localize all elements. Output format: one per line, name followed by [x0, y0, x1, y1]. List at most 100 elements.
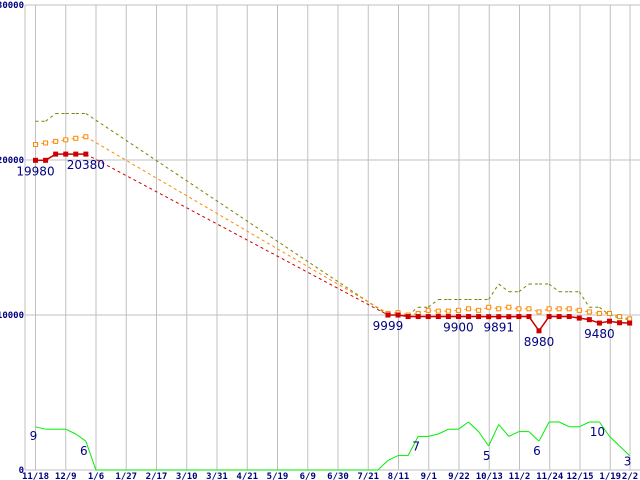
volume-segment — [85, 441, 97, 471]
series-olive-segment — [518, 283, 530, 293]
series-olive-segment — [488, 283, 500, 300]
series-red-point — [536, 328, 542, 334]
series-olive-segment — [45, 113, 56, 122]
series-red-point — [73, 151, 79, 157]
series-orange-point — [486, 304, 492, 310]
x-tick-label: 6/30 — [327, 472, 349, 480]
series-orange-point — [596, 310, 602, 316]
series-orange-point — [83, 134, 89, 140]
x-tick-label: 2/2 — [622, 472, 638, 480]
series-red-point — [546, 314, 552, 320]
volume-segment — [65, 428, 76, 435]
series-orange-point — [435, 308, 441, 314]
series-olive-segment — [548, 283, 560, 293]
volume-segment — [579, 421, 590, 428]
series-red-point — [63, 151, 69, 157]
series-red-point — [43, 157, 49, 163]
x-tick-label: 3/10 — [176, 472, 198, 480]
series-red-point — [466, 314, 472, 320]
x-tick-label: 2/17 — [146, 472, 168, 480]
x-tick-label: 3/31 — [206, 472, 228, 480]
series-orange-point — [496, 306, 502, 312]
series-orange-point — [576, 307, 582, 313]
volume-segment — [508, 431, 520, 437]
series-red-point — [425, 314, 431, 320]
volume-segment — [498, 424, 510, 437]
volume-segment — [35, 426, 46, 430]
data-label: 9900 — [443, 321, 474, 335]
y-tick-label: 0 — [19, 466, 24, 476]
series-olive-segment — [427, 299, 439, 308]
x-tick-label: 10/13 — [476, 472, 503, 480]
series-red-segment — [85, 153, 389, 316]
series-orange-point — [33, 142, 38, 147]
series-orange-point — [476, 307, 482, 313]
data-label: 9999 — [373, 319, 404, 333]
volume-segment — [528, 431, 540, 442]
series-red-point — [455, 314, 461, 320]
series-red-point — [596, 320, 602, 326]
x-tick-label: 8/11 — [388, 472, 410, 480]
series-red-point — [445, 314, 451, 320]
data-label: 9891 — [483, 321, 514, 335]
series-orange-point — [455, 307, 461, 313]
x-tick-label: 1/27 — [115, 472, 137, 480]
series-orange-point — [425, 307, 431, 313]
series-orange-point — [73, 135, 79, 141]
series-red-point — [476, 314, 482, 320]
data-label: 7 — [412, 439, 420, 453]
series-orange-point — [586, 309, 592, 315]
data-label: 6 — [533, 444, 541, 458]
series-red-point — [566, 314, 572, 320]
series-red-point — [576, 315, 582, 321]
series-red-point — [516, 314, 522, 320]
data-label: 3 — [624, 455, 632, 469]
series-olive-segment — [498, 283, 510, 293]
series-red-point — [405, 314, 411, 320]
x-tick-label: 11/24 — [536, 472, 564, 480]
series-red-point — [83, 151, 89, 157]
series-red-point — [526, 314, 532, 320]
x-tick-label: 1/19 — [599, 472, 621, 480]
x-tick-label: 9/22 — [448, 472, 470, 480]
series-orange-point — [546, 306, 552, 312]
volume-segment — [538, 421, 550, 442]
series-orange-point — [606, 310, 612, 316]
volume-segment — [478, 431, 490, 447]
series-orange-segment — [85, 136, 389, 314]
x-tick-label: 5/19 — [267, 472, 289, 480]
data-label: 20380 — [67, 158, 105, 172]
volume-segment — [599, 421, 610, 437]
data-label: 5 — [483, 449, 491, 463]
data-label: 19980 — [16, 164, 54, 178]
volume-segment — [619, 445, 630, 456]
series-red-point — [606, 318, 612, 324]
volume-segment — [468, 421, 479, 432]
series-orange-point — [617, 314, 623, 320]
series-orange-point — [627, 316, 633, 322]
series-red-point — [415, 314, 421, 320]
data-label: 6 — [80, 444, 88, 458]
series-orange-point — [53, 138, 59, 144]
series-orange-point — [536, 309, 542, 315]
series-olive-segment — [578, 291, 590, 308]
volume-segment — [75, 433, 87, 442]
x-tick-label: 12/15 — [566, 472, 593, 480]
series-red-point — [586, 317, 592, 323]
x-tick-label: 7/21 — [357, 472, 379, 480]
data-label: 9480 — [584, 327, 615, 341]
x-tick-label: 11/18 — [22, 472, 49, 480]
series-red-point — [53, 151, 59, 157]
x-tick-label: 4/21 — [236, 472, 258, 480]
series-orange-point — [445, 308, 451, 314]
x-tick-label: 9/1 — [421, 472, 437, 480]
series-red-point — [496, 314, 502, 320]
series-orange-point — [63, 137, 69, 143]
series-red-point — [33, 157, 38, 163]
series-red-point — [627, 320, 633, 326]
series-red-point — [506, 314, 512, 320]
series-red-point — [486, 314, 492, 320]
x-tick-label: 6/9 — [300, 472, 316, 480]
